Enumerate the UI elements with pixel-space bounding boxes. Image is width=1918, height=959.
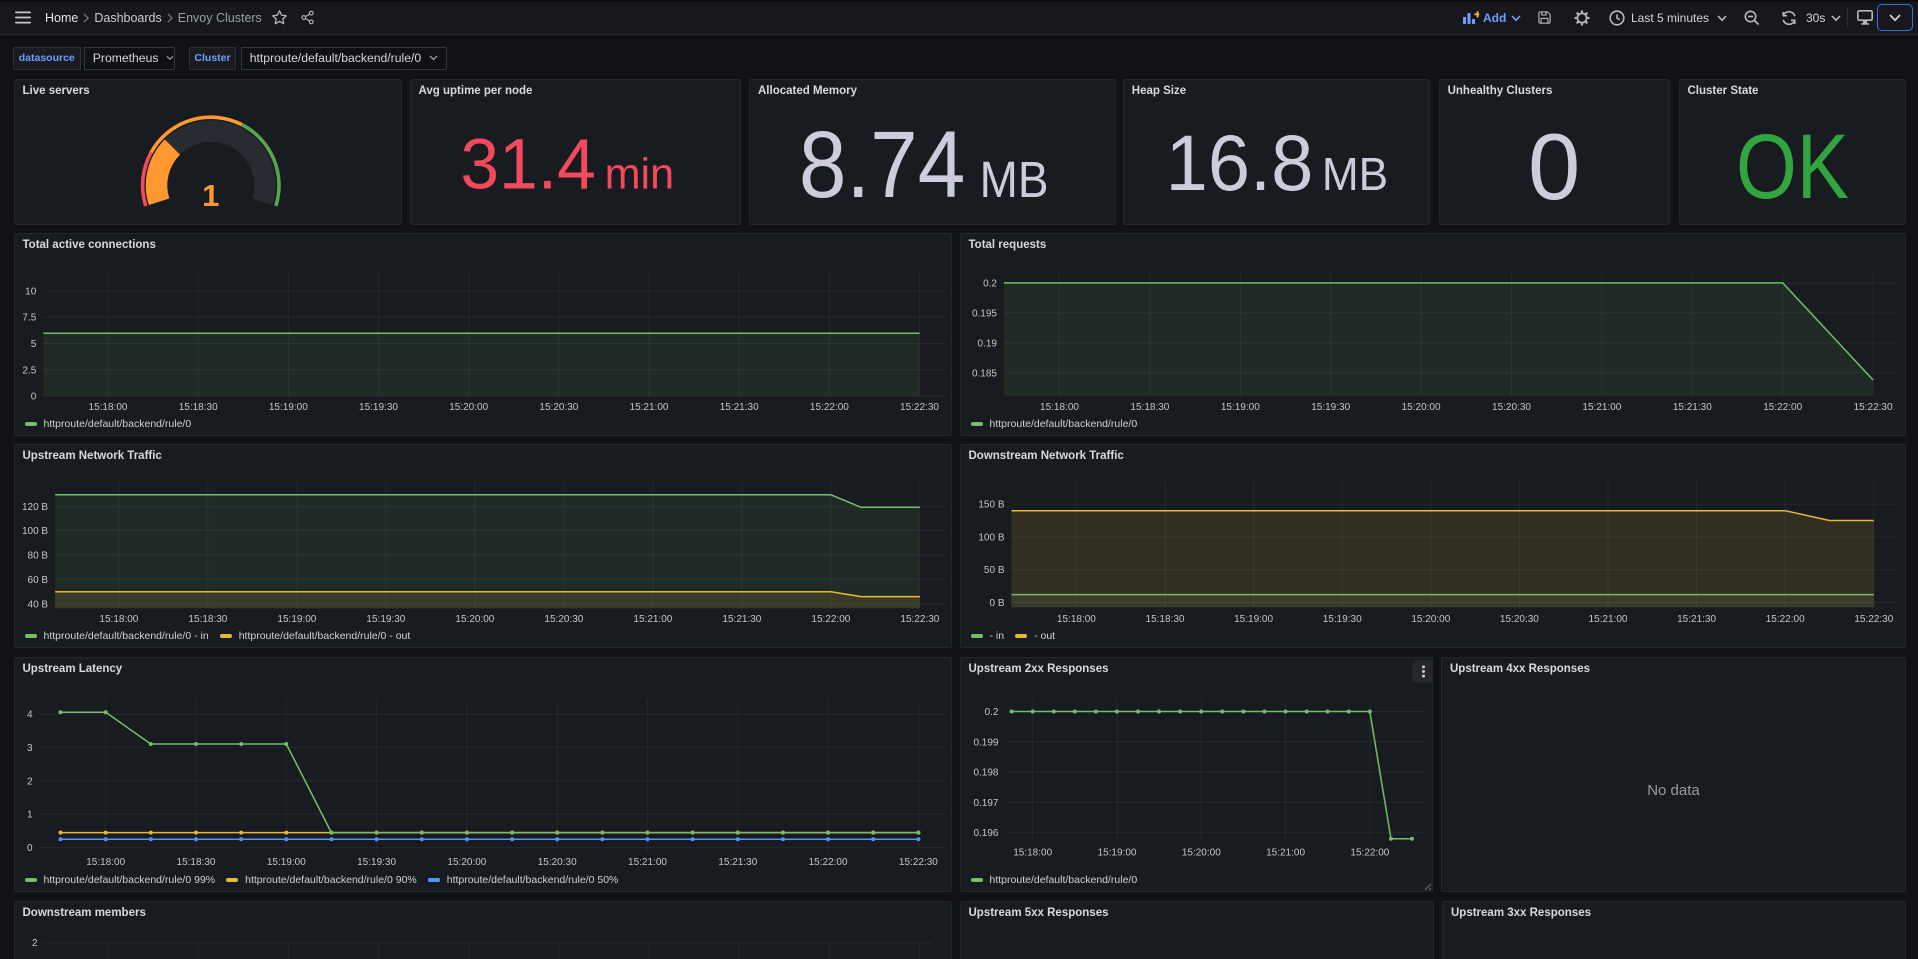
svg-text:15:20:30: 15:20:30 [1499, 614, 1538, 625]
svg-text:15:20:00: 15:20:00 [449, 402, 488, 413]
svg-text:0.19: 0.19 [977, 338, 997, 349]
svg-text:15:19:00: 15:19:00 [277, 614, 316, 625]
svg-text:15:19:30: 15:19:30 [357, 857, 396, 868]
svg-text:7.5: 7.5 [22, 312, 36, 323]
svg-text:15:21:30: 15:21:30 [718, 857, 757, 868]
svg-text:60 B: 60 B [27, 575, 48, 586]
svg-text:15:20:30: 15:20:30 [544, 614, 583, 625]
svg-text:15:22:00: 15:22:00 [808, 857, 847, 868]
svg-text:10: 10 [25, 286, 37, 297]
svg-text:15:20:00: 15:20:00 [455, 614, 494, 625]
svg-text:2: 2 [26, 776, 32, 787]
svg-text:0: 0 [30, 391, 36, 402]
svg-text:15:21:30: 15:21:30 [722, 614, 761, 625]
svg-text:0.197: 0.197 [973, 797, 998, 808]
svg-text:15:20:00: 15:20:00 [1411, 614, 1450, 625]
svg-text:15:18:00: 15:18:00 [1040, 402, 1079, 413]
svg-text:40 B: 40 B [27, 600, 48, 611]
svg-text:15:18:30: 15:18:30 [188, 614, 227, 625]
svg-text:15:21:00: 15:21:00 [633, 614, 672, 625]
svg-text:15:22:30: 15:22:30 [898, 857, 937, 868]
svg-text:15:21:30: 15:21:30 [1677, 614, 1716, 625]
svg-text:15:18:00: 15:18:00 [1013, 847, 1052, 858]
svg-text:15:18:30: 15:18:30 [178, 402, 217, 413]
svg-text:120 B: 120 B [21, 502, 47, 513]
svg-text:15:20:30: 15:20:30 [539, 402, 578, 413]
svg-text:15:22:30: 15:22:30 [1853, 402, 1892, 413]
svg-text:15:22:00: 15:22:00 [811, 614, 850, 625]
svg-text:0.195: 0.195 [971, 308, 996, 319]
svg-text:2: 2 [31, 938, 37, 949]
svg-text:15:19:00: 15:19:00 [268, 402, 307, 413]
svg-text:0.185: 0.185 [971, 368, 996, 379]
svg-text:15:22:30: 15:22:30 [900, 614, 939, 625]
svg-text:15:20:30: 15:20:30 [537, 857, 576, 868]
svg-text:15:22:00: 15:22:00 [1765, 614, 1804, 625]
svg-text:15:21:00: 15:21:00 [1582, 402, 1621, 413]
svg-text:15:18:00: 15:18:00 [1056, 614, 1095, 625]
svg-text:15:21:00: 15:21:00 [629, 402, 668, 413]
svg-text:15:18:00: 15:18:00 [88, 402, 127, 413]
svg-text:15:22:30: 15:22:30 [900, 402, 939, 413]
svg-text:15:21:00: 15:21:00 [1588, 614, 1627, 625]
svg-text:15:19:30: 15:19:30 [359, 402, 398, 413]
svg-text:3: 3 [26, 742, 32, 753]
svg-text:15:20:00: 15:20:00 [447, 857, 486, 868]
svg-text:15:22:30: 15:22:30 [1854, 614, 1893, 625]
svg-text:15:20:00: 15:20:00 [1401, 402, 1440, 413]
svg-text:2.5: 2.5 [22, 365, 36, 376]
svg-text:15:18:00: 15:18:00 [86, 857, 125, 868]
svg-text:15:19:30: 15:19:30 [1311, 402, 1350, 413]
svg-text:15:22:00: 15:22:00 [809, 402, 848, 413]
svg-text:15:19:00: 15:19:00 [1097, 847, 1136, 858]
svg-text:15:18:30: 15:18:30 [1145, 614, 1184, 625]
svg-text:150 B: 150 B [978, 500, 1004, 511]
svg-text:15:19:00: 15:19:00 [266, 857, 305, 868]
svg-text:15:21:00: 15:21:00 [1266, 847, 1305, 858]
svg-text:15:19:30: 15:19:30 [1322, 614, 1361, 625]
svg-text:0.199: 0.199 [973, 737, 998, 748]
svg-text:5: 5 [30, 339, 36, 350]
svg-text:0.2: 0.2 [984, 707, 998, 718]
svg-text:50 B: 50 B [983, 565, 1004, 576]
svg-text:4: 4 [26, 709, 32, 720]
svg-text:15:19:30: 15:19:30 [366, 614, 405, 625]
svg-text:100 B: 100 B [978, 533, 1004, 544]
svg-text:0.2: 0.2 [983, 278, 997, 289]
svg-text:0: 0 [26, 843, 32, 854]
svg-text:0.196: 0.196 [973, 828, 998, 839]
svg-text:80 B: 80 B [27, 551, 48, 562]
svg-text:1: 1 [202, 178, 219, 213]
svg-text:0.198: 0.198 [973, 767, 998, 778]
svg-text:1: 1 [26, 809, 32, 820]
svg-text:15:21:30: 15:21:30 [719, 402, 758, 413]
svg-text:15:22:00: 15:22:00 [1350, 847, 1389, 858]
svg-text:15:21:00: 15:21:00 [628, 857, 667, 868]
svg-text:15:18:30: 15:18:30 [176, 857, 215, 868]
svg-text:15:22:00: 15:22:00 [1763, 402, 1802, 413]
svg-text:15:20:00: 15:20:00 [1181, 847, 1220, 858]
svg-text:15:21:30: 15:21:30 [1672, 402, 1711, 413]
svg-text:100 B: 100 B [21, 526, 47, 537]
svg-text:15:20:30: 15:20:30 [1492, 402, 1531, 413]
svg-text:15:18:00: 15:18:00 [99, 614, 138, 625]
svg-text:0 B: 0 B [989, 598, 1004, 609]
svg-text:15:19:00: 15:19:00 [1234, 614, 1273, 625]
svg-text:15:18:30: 15:18:30 [1130, 402, 1169, 413]
svg-text:15:19:00: 15:19:00 [1220, 402, 1259, 413]
